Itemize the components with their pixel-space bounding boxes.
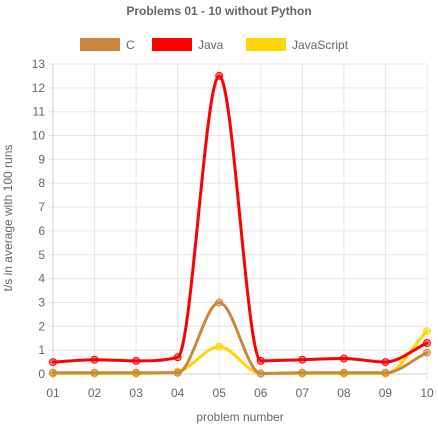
legend-label-java: Java (198, 38, 224, 52)
data-point-c (90, 368, 99, 377)
data-point-c (339, 368, 348, 377)
x-tick-label: 02 (88, 386, 102, 400)
y-tick-label: 6 (38, 224, 45, 238)
legend-item-javascript: JavaScript (246, 38, 349, 52)
data-point-javascript (215, 342, 224, 351)
legend: C Java JavaScript (80, 38, 349, 52)
x-tick-label: 05 (213, 386, 227, 400)
chart-title: Problems 01 - 10 without Python (126, 4, 311, 18)
legend-swatch-javascript (246, 38, 286, 51)
data-point-c (298, 368, 307, 377)
data-point-c (49, 368, 57, 377)
y-tick-label: 0 (38, 367, 45, 381)
y-tick-label: 2 (38, 319, 45, 333)
legend-swatch-java (152, 38, 192, 51)
data-point-c (215, 298, 224, 307)
series-java (49, 71, 431, 367)
y-tick-label: 3 (38, 295, 45, 309)
series-layer (49, 71, 431, 378)
legend-label-javascript: JavaScript (292, 38, 349, 52)
y-tick-label: 4 (38, 272, 45, 286)
grid (48, 63, 428, 379)
x-tick-label: 03 (129, 386, 143, 400)
data-point-c (132, 368, 141, 377)
data-point-java (90, 355, 99, 364)
data-point-c (423, 348, 431, 357)
series-line-c (51, 300, 429, 376)
y-tick-label: 11 (33, 105, 46, 119)
y-tick-label: 13 (32, 57, 46, 71)
data-point-c (173, 368, 182, 377)
x-tick-label: 06 (254, 386, 268, 400)
data-point-c (381, 368, 390, 377)
y-tick-label: 5 (38, 248, 45, 262)
y-tick-label: 1 (38, 343, 45, 357)
data-point-java (173, 353, 182, 362)
y-tick-label: 12 (32, 81, 46, 95)
data-point-java (256, 356, 265, 365)
x-axis-label: problem number (196, 410, 283, 424)
data-point-java (381, 358, 390, 367)
data-point-c (256, 369, 265, 378)
legend-item-c: C (80, 38, 135, 52)
data-point-javascript (423, 327, 431, 336)
series-line-java (51, 74, 429, 364)
x-axis: 01 02 03 04 05 06 07 08 09 10 (46, 386, 434, 400)
data-point-java (298, 355, 307, 364)
y-tick-label: 9 (38, 152, 45, 166)
x-tick-label: 08 (337, 386, 351, 400)
x-tick-label: 09 (379, 386, 393, 400)
y-axis-label: t/s in average with 100 runs (1, 145, 15, 292)
x-tick-label: 07 (296, 386, 310, 400)
data-point-java (215, 71, 224, 80)
y-tick-label: 7 (38, 200, 45, 214)
data-point-java (132, 356, 141, 365)
data-point-java (49, 358, 57, 367)
data-point-java (339, 354, 348, 363)
series-c (49, 298, 431, 378)
y-tick-label: 10 (32, 129, 46, 143)
data-point-java (423, 339, 431, 347)
legend-swatch-c (80, 38, 120, 51)
x-tick-label: 04 (171, 386, 185, 400)
x-tick-label: 01 (46, 386, 60, 400)
legend-item-java: Java (152, 38, 224, 52)
y-tick-label: 8 (38, 176, 45, 190)
x-tick-label: 10 (420, 386, 434, 400)
legend-label-c: C (126, 38, 135, 52)
